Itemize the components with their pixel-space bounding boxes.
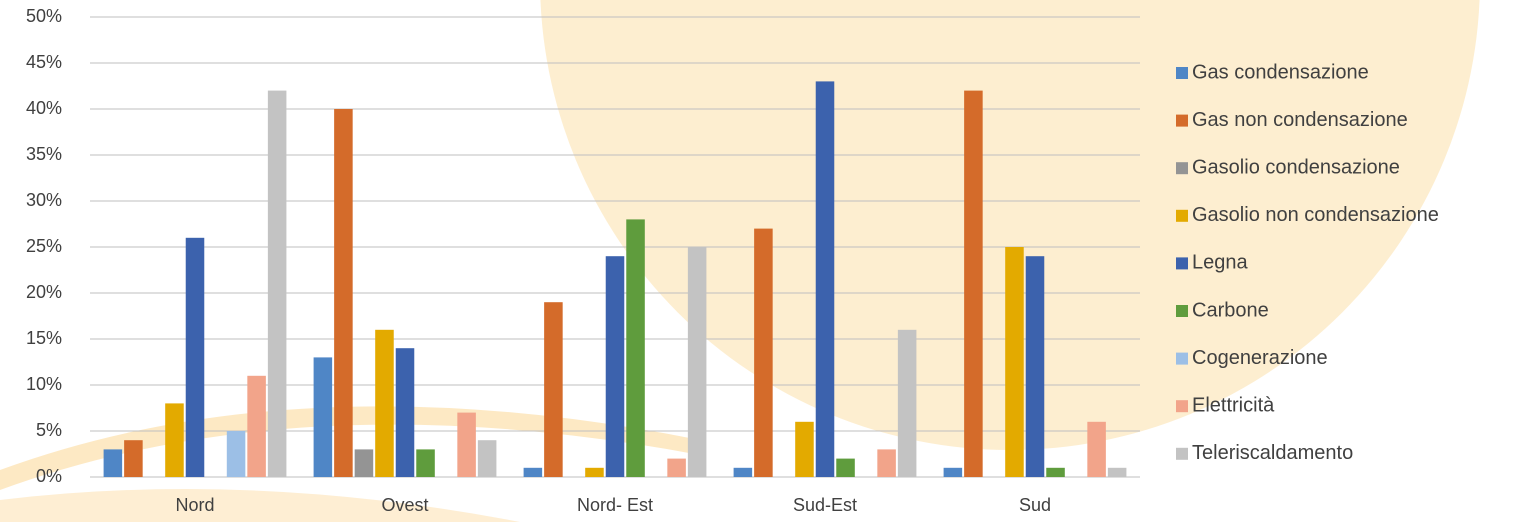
bar xyxy=(267,90,287,477)
bar xyxy=(313,357,333,477)
legend-swatch xyxy=(1176,114,1188,127)
bar xyxy=(687,247,707,477)
bar xyxy=(754,228,773,477)
bar xyxy=(416,449,435,477)
bar xyxy=(897,329,917,477)
bar xyxy=(1005,247,1024,477)
bar xyxy=(247,375,266,477)
bar xyxy=(585,467,604,477)
bar xyxy=(375,329,394,477)
bar xyxy=(943,467,963,477)
legend-label: Legna xyxy=(1192,252,1248,274)
bar xyxy=(836,458,855,477)
y-tick-label: 25% xyxy=(26,236,62,256)
y-tick-label: 45% xyxy=(26,52,62,72)
y-tick-label: 50% xyxy=(26,6,62,26)
legend-swatch xyxy=(1176,305,1188,317)
x-tick-label: Nord xyxy=(175,495,214,515)
legend-label: Elettricità xyxy=(1192,394,1275,416)
bar xyxy=(964,90,983,477)
y-tick-label: 35% xyxy=(26,144,62,164)
legend-label: Gas condensazione xyxy=(1192,61,1369,83)
legend-swatch xyxy=(1176,257,1188,270)
legend-label: Gasolio condensazione xyxy=(1192,156,1400,178)
legend-label: Gas non condensazione xyxy=(1192,109,1408,131)
bar xyxy=(626,219,645,477)
legend-label: Gasolio non condensazione xyxy=(1192,204,1439,226)
bar xyxy=(1107,467,1127,477)
bar xyxy=(733,467,753,477)
y-tick-label: 0% xyxy=(36,466,62,486)
bar xyxy=(815,81,835,478)
legend-label: Teleriscaldamento xyxy=(1192,442,1353,464)
y-tick-label: 30% xyxy=(26,190,62,210)
x-tick-label: Ovest xyxy=(381,495,428,515)
legend-label: Carbone xyxy=(1192,299,1269,321)
bar xyxy=(457,412,476,477)
bar xyxy=(1087,421,1106,477)
bar xyxy=(354,449,374,477)
bar xyxy=(477,440,497,477)
legend-swatch xyxy=(1176,209,1188,222)
bar xyxy=(165,403,184,477)
x-tick-label: Nord- Est xyxy=(577,495,653,515)
bar xyxy=(334,109,353,477)
bar xyxy=(544,302,563,477)
legend-swatch xyxy=(1176,352,1188,365)
y-tick-label: 5% xyxy=(36,420,62,440)
bar xyxy=(605,256,625,477)
bar xyxy=(103,449,123,477)
legend-swatch xyxy=(1176,447,1188,460)
bar xyxy=(877,449,896,477)
bar xyxy=(185,237,205,477)
bar xyxy=(1025,256,1045,477)
bar xyxy=(523,467,543,477)
legend-label: Cogenerazione xyxy=(1192,347,1328,369)
y-tick-label: 10% xyxy=(26,374,62,394)
legend-swatch xyxy=(1176,400,1188,413)
bar xyxy=(124,440,143,477)
x-tick-label: Sud-Est xyxy=(793,495,857,515)
legend-swatch xyxy=(1176,67,1188,79)
y-tick-label: 15% xyxy=(26,328,62,348)
bar xyxy=(1046,467,1065,477)
legend-swatch xyxy=(1176,162,1188,175)
bar xyxy=(226,431,246,477)
bar xyxy=(795,421,814,477)
bar xyxy=(395,348,415,477)
bar xyxy=(667,458,686,477)
y-tick-label: 40% xyxy=(26,98,62,118)
y-tick-label: 20% xyxy=(26,282,62,302)
x-tick-label: Sud xyxy=(1019,495,1051,515)
